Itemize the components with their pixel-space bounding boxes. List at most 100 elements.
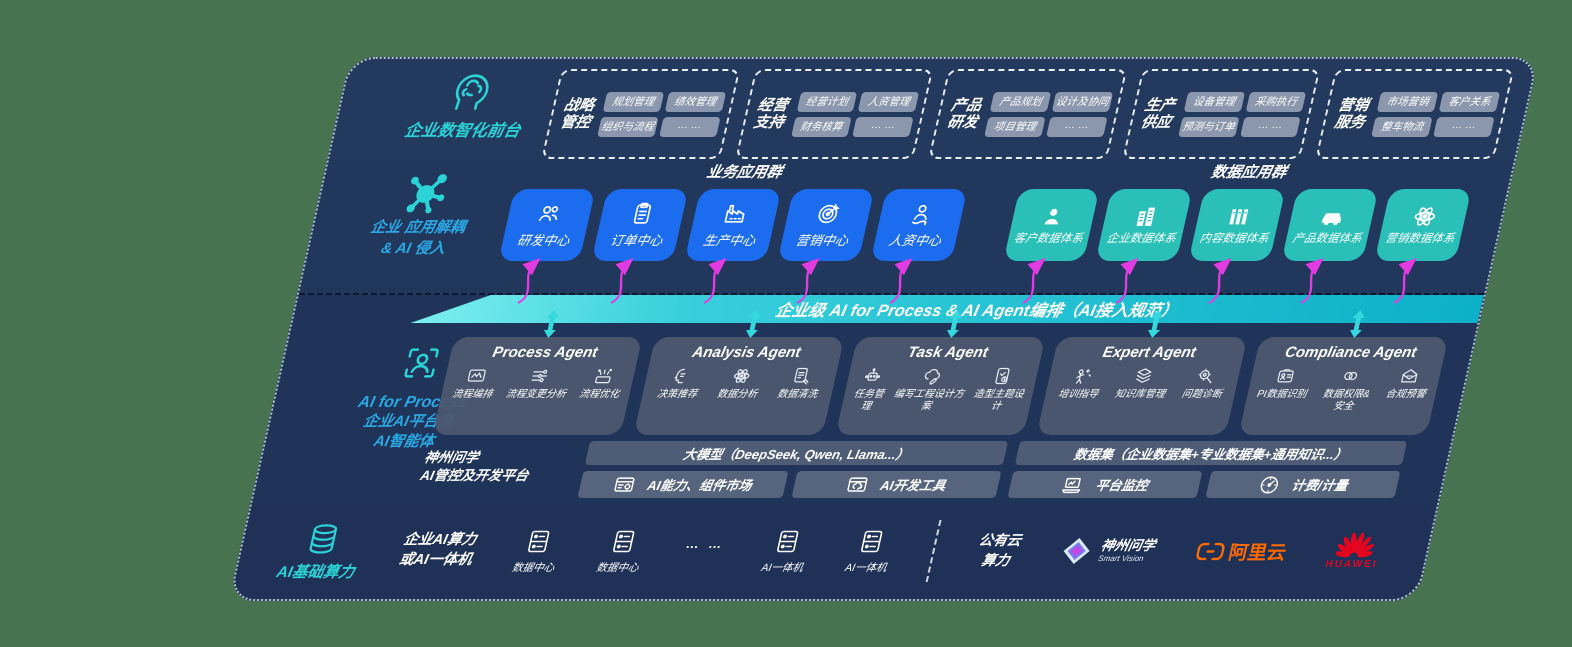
doc-clean-icon xyxy=(793,367,809,385)
app-box-label: 企业数据体系 xyxy=(1105,232,1178,245)
agents-row: Process Agent 流程编排 流程变更分析 流程优化 xyxy=(432,310,1449,435)
dataset-bar: 数据集（企业数据集+专业数据集+通用知识...） xyxy=(1014,441,1408,465)
agent-item: 编写工程设计方案 xyxy=(886,366,974,412)
infra-node-datacenter: 数据中心 xyxy=(511,528,564,575)
app-box-enterprise-data: 企业数据体系 xyxy=(1095,189,1193,304)
front-group-name: 战略管控 xyxy=(558,96,597,131)
agent-process: Process Agent 流程编排 流程变更分析 流程优化 xyxy=(432,310,643,435)
data-apps-title: 数据应用群 xyxy=(1209,164,1289,181)
agent-item: 培训指导 xyxy=(1057,366,1105,401)
ai-process-layer-band: AI for Process 企业AI平台及 AI智能体 企业级 AI for … xyxy=(251,295,1484,507)
target-icon xyxy=(818,203,840,224)
agent-title: Analysis Agent xyxy=(690,344,803,361)
agent-item: 数据清洗 xyxy=(776,366,824,401)
app-box-label: 营销数据体系 xyxy=(1384,232,1456,245)
updown-arrow-icon xyxy=(745,310,761,338)
dev-tools-item: AI开发工具 xyxy=(790,471,1002,498)
server-icon xyxy=(528,530,550,552)
front-item: 组织与流程 xyxy=(597,116,659,137)
infra-label: AI基础算力 xyxy=(274,563,357,581)
updown-arrow-icon xyxy=(1349,310,1365,338)
architecture-diagram-panel: 企业数智化前台 战略管控 规划管理 绩效管理 组织与流程 … … 经营支持 经营… xyxy=(228,57,1539,601)
agent-item: 问题诊断 xyxy=(1180,366,1228,401)
diagnose-icon xyxy=(1198,368,1212,384)
app-box-label: 研发中心 xyxy=(515,233,572,248)
agent-item: 任务管理 xyxy=(845,366,894,412)
agent-title: Compliance Agent xyxy=(1283,344,1419,361)
database-icon xyxy=(309,523,337,554)
factory-icon xyxy=(724,204,745,223)
app-box-order-center: 订单中心 xyxy=(591,189,689,304)
front-item: 规划管理 xyxy=(602,91,665,112)
flow-arrow xyxy=(610,257,634,304)
agent-title: Expert Agent xyxy=(1101,344,1198,361)
agent-compliance: Compliance Agent PI数据识别 数据权限&安全 合规预警 xyxy=(1238,310,1449,435)
agent-item: PI数据识别 xyxy=(1256,366,1313,401)
atom-icon xyxy=(733,369,750,383)
front-item: 绩效管理 xyxy=(664,91,726,112)
infra-divider xyxy=(925,520,942,582)
app-box-content-data: 内容数据体系 xyxy=(1188,189,1286,304)
front-group-product: 产品研发 产品规划 设计及协同 项目管理 … … xyxy=(928,69,1128,159)
flow-arrow xyxy=(1208,257,1232,304)
front-group-name: 营销服务 xyxy=(1332,96,1371,131)
flow-arrow xyxy=(1393,257,1418,304)
hr-person-icon xyxy=(911,204,927,226)
app-box-label: 订单中心 xyxy=(608,233,665,248)
agent-title: Process Agent xyxy=(491,344,600,361)
front-layer-label: 企业数智化前台 xyxy=(402,122,523,140)
building-icon xyxy=(1136,207,1156,226)
app-box-label: 营销中心 xyxy=(794,233,850,248)
ai-process-rail: AI for Process 企业AI平台及 AI智能体 xyxy=(316,343,512,453)
library-icon xyxy=(1229,209,1249,225)
vendor-huawei: HUAWEI xyxy=(1324,532,1384,570)
data-apps-group: 数据应用群 客户数据体系 企业数据体系 内容数据体系 xyxy=(996,161,1478,304)
agent-item: 数据分析 xyxy=(716,366,764,401)
front-group-supply: 生产供应 设备管理 采购执行 预测与订单 … … xyxy=(1121,69,1321,159)
vendor-aliyun: 阿里云 xyxy=(1193,538,1289,565)
front-item: 经营计划 xyxy=(796,91,858,112)
id-card-icon xyxy=(1277,369,1294,383)
flow-arrow xyxy=(1022,257,1046,304)
front-item: 整车物流 xyxy=(1371,116,1433,137)
optimize-icon xyxy=(594,368,612,384)
app-box-marketing-center: 营销中心 xyxy=(777,189,875,304)
flow-arrow xyxy=(1301,257,1325,304)
decouple-layer-band: 企业 应用解耦 & AI 侵入 业务应用群 研发中心 订单中心 xyxy=(299,159,1515,304)
app-box-label: 产品数据体系 xyxy=(1291,233,1363,246)
agent-item: 流程优化 xyxy=(578,366,626,401)
server-icon xyxy=(777,530,799,552)
infra-node-datacenter: 数据中心 xyxy=(595,528,648,575)
flow-arrow xyxy=(796,257,820,304)
agent-item: 决策推荐 xyxy=(656,366,704,401)
front-item: 人资管理 xyxy=(858,91,920,112)
team-icon xyxy=(538,206,559,222)
robot-icon xyxy=(865,368,881,381)
front-item: 客户关系 xyxy=(1438,91,1501,112)
front-group-name: 生产供应 xyxy=(1139,96,1177,131)
platform-monitor-item: 平台监控 xyxy=(1007,471,1203,498)
person-icon xyxy=(1044,208,1059,225)
server-icon xyxy=(612,530,635,552)
front-item: 设备管理 xyxy=(1183,91,1245,112)
cloud-edit-icon xyxy=(925,368,941,385)
updown-arrow-icon xyxy=(946,310,962,338)
front-item: 设计及协同 xyxy=(1051,91,1114,112)
front-item: … … xyxy=(1433,116,1495,137)
app-box-customer-data: 客户数据体系 xyxy=(1002,189,1100,304)
updown-arrow-icon xyxy=(1148,310,1164,338)
front-item: 产品规划 xyxy=(990,91,1052,112)
infra-node-ai-appliance: AI一体机 xyxy=(760,528,812,575)
updown-arrow-icon xyxy=(544,310,559,338)
front-item: 预测与订单 xyxy=(1178,116,1240,137)
front-layer-band: 企业数智化前台 战略管控 规划管理 绩效管理 组织与流程 … … 经营支持 经营… xyxy=(329,59,1537,159)
front-group-strategy: 战略管控 规划管理 绩效管理 组织与流程 … … xyxy=(541,69,740,159)
laptop-monitor-icon xyxy=(1062,477,1082,493)
training-icon xyxy=(1075,369,1091,384)
agent-expert: Expert Agent 培训指导 知识库管理 问题诊断 xyxy=(1036,310,1248,435)
app-box-label: 人资中心 xyxy=(887,233,943,248)
more-nodes-ellipsis: … … xyxy=(684,535,727,551)
enterprise-compute-label: 企业AI算力 或AI一体机 xyxy=(397,532,478,568)
infra-layer-band: AI基础算力 企业AI算力 或AI一体机 数据中心 数据中心 … … AI一体机… xyxy=(230,507,1437,599)
front-group-name: 产品研发 xyxy=(945,96,984,131)
